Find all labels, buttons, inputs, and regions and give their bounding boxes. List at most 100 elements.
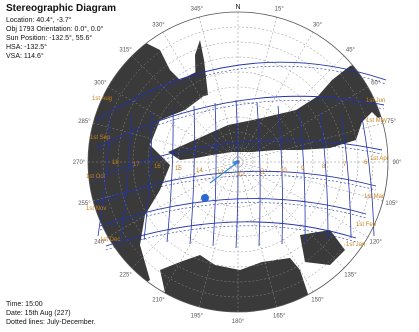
azimuth-label: 30°	[313, 22, 323, 28]
azimuth-label: 150°	[311, 298, 324, 304]
azimuth-spoke	[237, 55, 345, 163]
hour-line	[319, 111, 329, 241]
sun-path-arc	[95, 170, 377, 203]
hour-label: 17	[133, 162, 140, 168]
azimuth-label: 120°	[369, 240, 382, 246]
azimuth-spoke	[131, 161, 239, 269]
sun-path-arc-dotted	[95, 175, 377, 207]
sun-path-arc	[105, 221, 357, 247]
sun-path-arc-dotted	[95, 99, 385, 153]
date-labels-left: 1st Aug 1st Sep 1st Oct 1st Nov 1st Dec	[86, 96, 120, 243]
sun-direction-arrow	[209, 161, 239, 184]
hour-label: 8	[322, 164, 326, 170]
azimuth-label: 210°	[152, 298, 165, 304]
hour-line	[361, 117, 375, 237]
hour-line	[277, 105, 283, 245]
azimuth-label: 345°	[191, 6, 204, 12]
azimuth-spoke	[237, 17, 278, 163]
azimuth-label: 285°	[78, 119, 91, 125]
location-text: Location: 40.4°, -3.7°	[6, 17, 72, 24]
sun-position-marker[interactable]	[201, 194, 209, 202]
date-label-jan: 1st Jan	[346, 242, 365, 248]
hour-label: 9	[301, 166, 305, 172]
hour-line	[340, 114, 352, 239]
hour-label: 15	[175, 166, 182, 172]
hour-label: 11	[259, 170, 266, 176]
hour-line	[189, 105, 195, 245]
hour-line	[235, 99, 239, 249]
date-label-oct: 1st Oct	[86, 174, 105, 180]
obstruction-bottom	[160, 255, 310, 312]
azimuth-label: 255°	[78, 201, 91, 207]
sun-position-text: Sun Position: -132.5°, 55.6°	[6, 35, 93, 42]
sun-path-lines	[94, 61, 387, 251]
azimuth-spoke	[237, 31, 314, 163]
diagram-title: Stereographic Diagram	[6, 3, 117, 14]
date-label-may: 1st May	[366, 118, 387, 124]
date-label-mar: 1st Mar	[364, 194, 384, 200]
sun-path-arc	[99, 198, 367, 227]
sun-path-arc-dotted	[94, 143, 383, 183]
hour-label: 7	[343, 162, 347, 168]
date-label-nov: 1st Nov	[86, 206, 106, 212]
time-text: Time: 15:00	[6, 301, 43, 308]
azimuth-spoke	[237, 161, 345, 269]
vsa-text: VSA: 114.6°	[6, 53, 44, 60]
azimuth-label: 15°	[275, 6, 285, 12]
azimuth-label: 135°	[344, 272, 357, 278]
azimuth-label: 270°	[73, 160, 86, 166]
date-label-aug: 1st Aug	[92, 96, 112, 102]
altitude-ring	[162, 86, 314, 238]
hour-label: 13	[217, 170, 224, 176]
azimuth-spoke	[93, 122, 239, 163]
azimuth-label: 240°	[94, 240, 107, 246]
azimuth-label: 60°	[371, 81, 381, 87]
hour-line	[143, 111, 153, 241]
arrow-head-icon	[232, 160, 238, 166]
hour-line	[212, 102, 217, 247]
sun-path-arc-dotted	[99, 202, 367, 231]
hour-label: 6	[364, 160, 368, 166]
north-label: N	[235, 4, 240, 11]
obstruction-left-spire	[195, 40, 208, 98]
hour-line	[120, 114, 132, 239]
altitude-ring	[222, 146, 254, 178]
date-label-feb: 1st Feb	[356, 222, 377, 228]
date-label-jun: 1st Jun	[366, 98, 385, 104]
azimuth-spoke	[198, 17, 239, 163]
azimuth-spoke	[237, 161, 314, 293]
sun-path-arc	[95, 95, 385, 149]
azimuth-spoke	[162, 31, 239, 163]
date-label-dec: 1st Dec	[100, 237, 120, 243]
azimuth-label: 195°	[191, 314, 204, 320]
altitude-ring	[102, 26, 374, 298]
dotted-note-text: Dotted lines: July-December.	[6, 319, 96, 326]
date-label-apr: 1st Apr	[370, 156, 389, 162]
date-text: Date: 15th Aug (227)	[6, 310, 71, 317]
hour-line	[298, 108, 306, 243]
orientation-text: Obj 1793 Orientation: 0.0°, 0.0°	[6, 26, 104, 33]
horizon-circle	[87, 11, 389, 313]
azimuth-label: 315°	[119, 48, 132, 54]
azimuth-label: 45°	[346, 48, 356, 54]
hsa-text: HSA: -132.5°	[6, 44, 47, 51]
hour-line	[97, 117, 111, 237]
hour-label: 16	[154, 164, 161, 170]
hour-label: 14	[196, 168, 203, 174]
hour-labels: 18 17 16 15 14 13 12 11 10 9 8 7 6	[112, 160, 368, 178]
azimuth-label: 75°	[387, 119, 397, 125]
azimuth-spoke	[237, 122, 383, 163]
azimuth-label: 225°	[119, 272, 132, 278]
azimuth-spoke	[162, 161, 239, 293]
date-labels-right: 1st Jun 1st May 1st Apr 1st Mar 1st Feb …	[346, 98, 389, 248]
date-label-sep: 1st Sep	[90, 135, 111, 141]
hour-label: 10	[280, 168, 287, 174]
obstruction-right	[168, 60, 388, 160]
azimuth-label: 180°	[232, 319, 245, 325]
azimuth-label: 105°	[385, 201, 398, 207]
sun-path-arc	[95, 61, 387, 121]
hour-line	[166, 108, 174, 243]
azimuth-labels: 15° 30° 45° 60° 75° 90° 105° 120° 135° 150° 165° 18…	[73, 6, 402, 325]
hour-label: 18	[112, 160, 119, 166]
